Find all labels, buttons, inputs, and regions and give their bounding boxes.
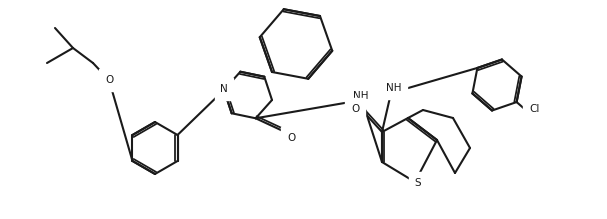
Text: O: O bbox=[287, 133, 295, 143]
Text: N: N bbox=[220, 84, 228, 94]
Text: NH: NH bbox=[386, 83, 402, 93]
Text: NH: NH bbox=[353, 91, 368, 101]
Text: Cl: Cl bbox=[529, 104, 540, 114]
Text: O: O bbox=[105, 75, 113, 85]
Text: S: S bbox=[415, 178, 421, 188]
Text: O: O bbox=[351, 104, 359, 114]
